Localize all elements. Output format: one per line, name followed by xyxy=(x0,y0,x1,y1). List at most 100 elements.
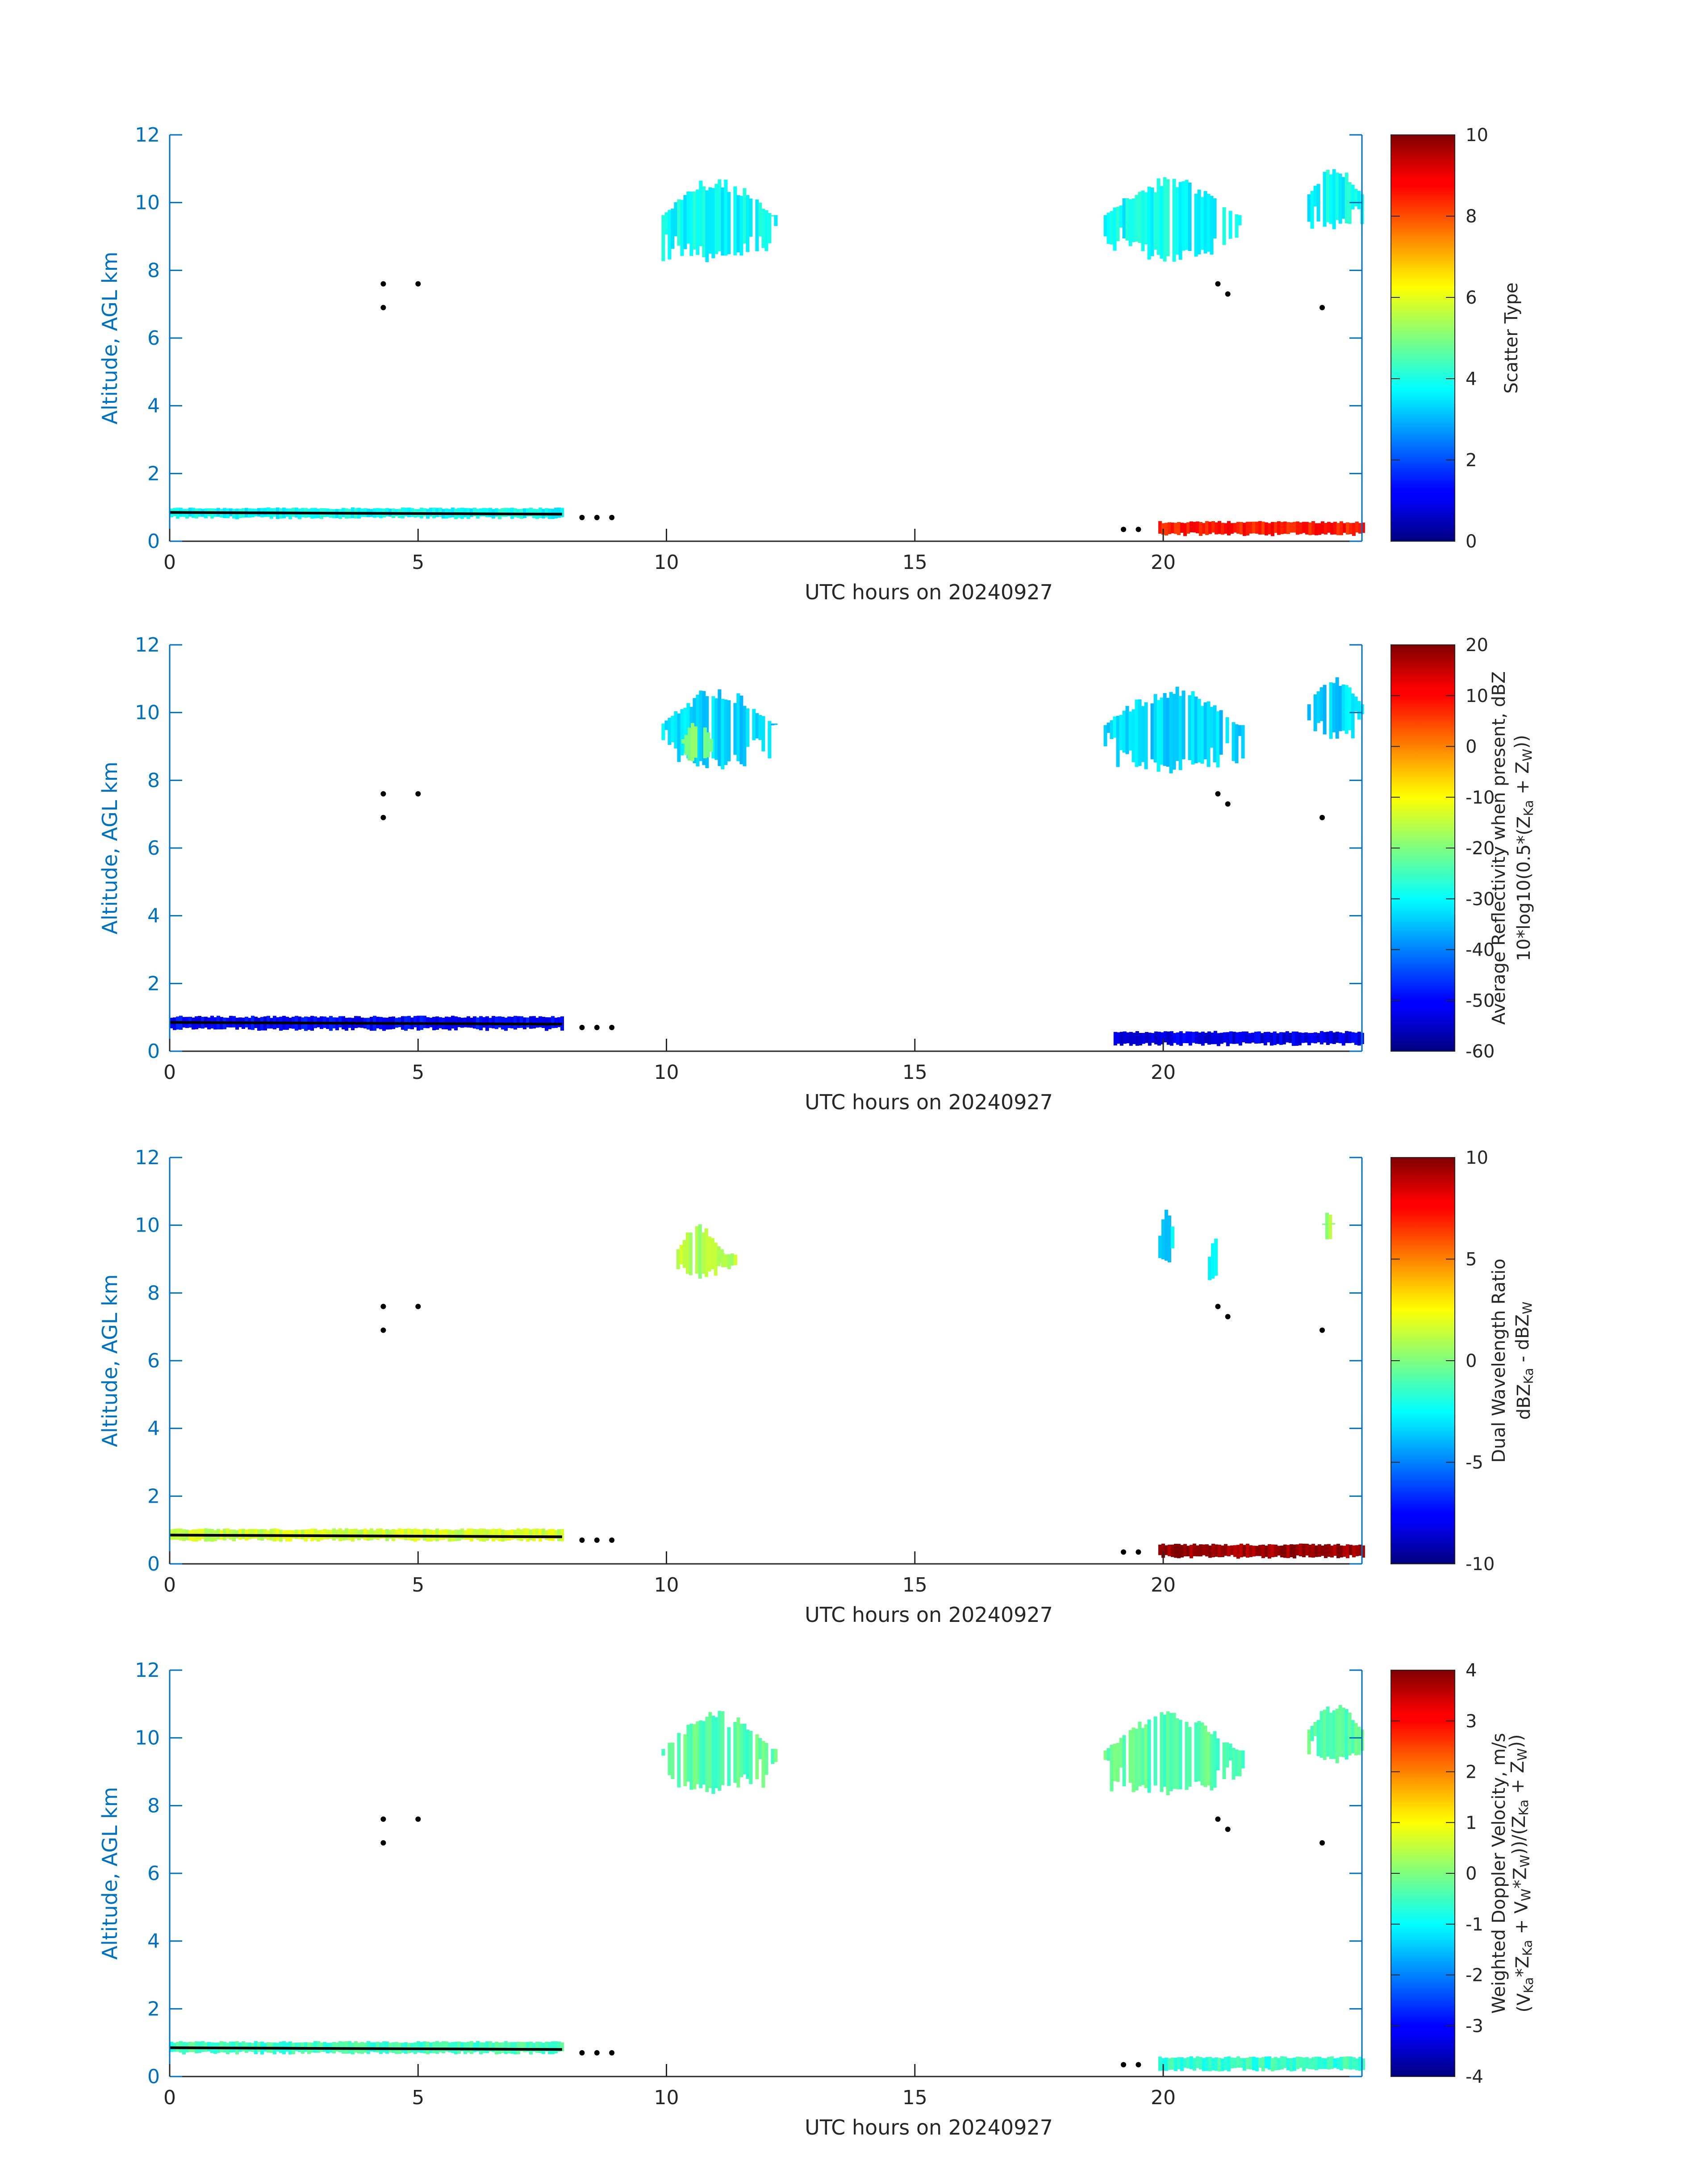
data-cell-4 xyxy=(1357,701,1361,720)
data-cell-1 xyxy=(758,202,762,237)
data-cell-4 xyxy=(1164,2057,1168,2071)
data-cell-1 xyxy=(676,1249,680,1270)
data-cell-4 xyxy=(1177,522,1181,535)
data-cell-2 xyxy=(1175,187,1179,255)
data-cell-1 xyxy=(761,1741,765,1788)
data-cell-3 xyxy=(1107,723,1111,733)
x-tick-label: 10 xyxy=(654,1061,679,1084)
data-cell-1 xyxy=(674,711,678,749)
data-cell-0 xyxy=(345,1528,348,1540)
data-cell-0 xyxy=(489,1529,492,1539)
data-cell-4 xyxy=(1311,2057,1315,2069)
data-cell-5 xyxy=(1232,1032,1236,1044)
data-cell-6 xyxy=(1164,1545,1168,1555)
data-cell-5 xyxy=(1119,1032,1123,1046)
data-cell-1 xyxy=(743,706,747,766)
data-cell-5 xyxy=(1357,1032,1361,1046)
colorbar-label: (VKa​*ZKa​ + VW​*ZW​))/(ZKa​ + ZW​)) xyxy=(1506,1734,1536,2013)
data-cell-6 xyxy=(1349,1545,1353,1555)
data-cell-1 xyxy=(708,187,712,254)
data-cell-0 xyxy=(460,1528,464,1540)
data-cell-5 xyxy=(1260,1033,1264,1043)
data-cell-4 xyxy=(1192,2058,1196,2071)
data-cell-1 xyxy=(771,723,775,726)
data-cell-4 xyxy=(1242,522,1246,536)
data-cell-0 xyxy=(226,1528,230,1539)
colorbar-label: 10*log10(0.5*(ZKa​ + ZW​)) xyxy=(1511,735,1536,961)
data-cell-4 xyxy=(1352,522,1356,536)
data-cell-6 xyxy=(1327,1544,1331,1557)
data-cell-0 xyxy=(526,1017,530,1028)
data-cell-5 xyxy=(1316,1033,1320,1043)
data-cell-0 xyxy=(520,1529,523,1541)
data-cell-5 xyxy=(1241,1031,1245,1043)
data-cell-3 xyxy=(1161,1219,1165,1259)
data-cell-0 xyxy=(438,507,442,517)
colorbar-gradient xyxy=(1391,644,1455,1052)
data-cell-2 xyxy=(1157,178,1161,255)
cloud-base-point xyxy=(1320,305,1325,310)
data-cell-5 xyxy=(1216,1033,1220,1046)
data-cell-4 xyxy=(1217,521,1221,534)
data-cell-4 xyxy=(1211,521,1215,533)
data-cell-1 xyxy=(693,191,697,250)
data-cell-1 xyxy=(686,191,690,244)
y-tick-label: 6 xyxy=(147,1862,160,1885)
data-cell-6 xyxy=(1317,1544,1321,1557)
data-cell-6 xyxy=(1161,1543,1165,1558)
data-cell-1 xyxy=(717,1246,721,1266)
data-cell-4 xyxy=(1349,523,1353,535)
x-tick-label: 10 xyxy=(654,2086,679,2109)
data-cell-3 xyxy=(1329,1713,1333,1759)
data-cell-0 xyxy=(520,1016,523,1028)
x-tick-label: 5 xyxy=(412,1574,424,1596)
cloud-base-point xyxy=(1136,2062,1141,2068)
data-cell-3 xyxy=(1351,184,1355,209)
data-cell-3 xyxy=(1338,1705,1342,1757)
data-cell-0 xyxy=(404,508,408,517)
data-cell-2 xyxy=(1135,1729,1139,1791)
data-cell-1 xyxy=(683,195,687,249)
data-cell-5 xyxy=(1235,1032,1239,1044)
data-cell-1 xyxy=(693,1724,697,1789)
data-cell-3 xyxy=(1348,1713,1352,1755)
data-cell-5 xyxy=(1291,1031,1295,1046)
data-cell-1 xyxy=(714,1242,718,1276)
data-cell-1 xyxy=(711,188,715,259)
cloud-base-point xyxy=(415,281,421,287)
data-cell-2 xyxy=(1103,1750,1107,1760)
data-cell-4 xyxy=(1289,522,1293,533)
data-cell-4 xyxy=(1335,677,1339,739)
x-tick-label: 0 xyxy=(163,2086,176,2109)
data-cell-4 xyxy=(1261,2057,1265,2072)
data-cell-2 xyxy=(684,735,688,755)
data-cell-0 xyxy=(514,1529,517,1539)
data-cell-0 xyxy=(507,508,511,517)
data-cell-2 xyxy=(1103,215,1107,237)
data-cell-4 xyxy=(1292,2057,1296,2071)
data-cell-6 xyxy=(1183,1544,1187,1557)
y-tick-label: 12 xyxy=(135,1659,160,1682)
y-tick-label: 10 xyxy=(135,702,160,724)
colorbar-gradient xyxy=(1391,134,1455,542)
data-cell-4 xyxy=(1220,522,1224,535)
data-cell-1 xyxy=(774,215,778,226)
data-cell-4 xyxy=(1302,2057,1306,2072)
y-axis-label: Altitude, AGL km xyxy=(98,1787,122,1960)
data-cell-3 xyxy=(1164,1210,1168,1261)
data-cell-0 xyxy=(242,1529,245,1539)
data-cell-6 xyxy=(1330,1546,1334,1558)
data-cell-5 xyxy=(1266,1032,1270,1043)
cloud-base-point xyxy=(415,1304,421,1309)
data-cell-2 xyxy=(1238,215,1242,226)
data-cell-1 xyxy=(683,1734,687,1786)
data-cell-1 xyxy=(677,713,681,762)
data-cell-3 xyxy=(1207,701,1211,767)
data-cell-2 xyxy=(1228,211,1232,239)
data-cell-1 xyxy=(705,696,709,769)
data-cell-1 xyxy=(774,1749,778,1762)
panel-2: 0 2 4 6 8 10 12 0 5 10 15 20 UTC hours on 20240927 Al… xyxy=(98,634,1536,1114)
data-cell-1 xyxy=(702,1721,706,1785)
data-cell-6 xyxy=(1230,1545,1234,1555)
data-cell-1 xyxy=(755,1734,759,1780)
